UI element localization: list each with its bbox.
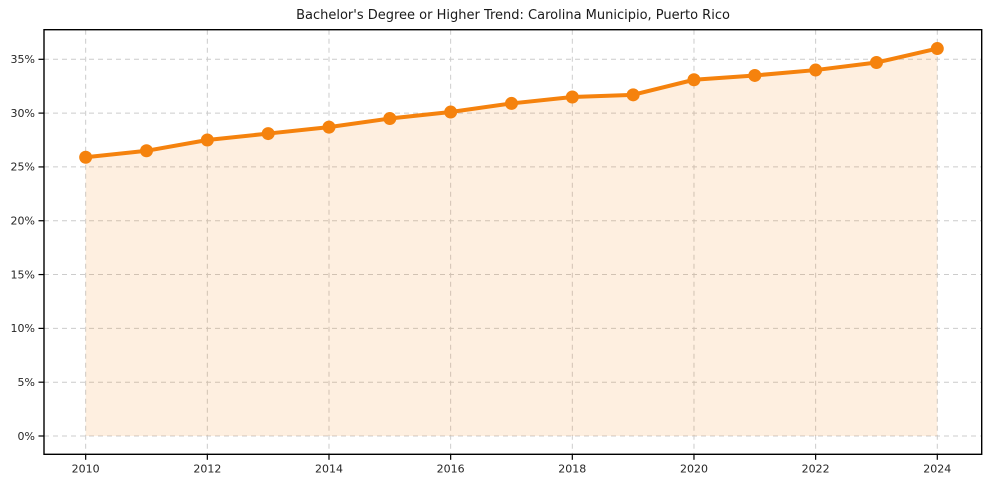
data-point-2011 [139, 144, 153, 158]
chart-title: Bachelor's Degree or Higher Trend: Carol… [296, 8, 730, 23]
x-axis-tick-label: 2012 [193, 462, 221, 475]
x-axis-tick-label: 2018 [558, 462, 586, 475]
data-point-2024 [930, 42, 944, 56]
data-point-2014 [322, 120, 336, 134]
y-axis-tick-label: 15% [11, 268, 35, 281]
trend-area-fill [85, 48, 938, 437]
x-axis-tick-label: 2024 [923, 462, 951, 475]
data-point-2016 [444, 105, 458, 119]
y-axis-tick-label: 30% [11, 107, 35, 120]
plot-border [43, 29, 983, 456]
y-axis-tick-label: 5% [18, 376, 35, 389]
y-axis-tick-label: 20% [11, 215, 35, 228]
x-axis-tick-label: 2016 [437, 462, 465, 475]
data-point-2013 [261, 127, 275, 141]
data-point-2022 [809, 63, 823, 77]
y-axis-tick-label: 35% [11, 53, 35, 66]
x-axis-tick-label: 2022 [802, 462, 830, 475]
data-point-2010 [79, 150, 93, 164]
y-axis-tick-label: 25% [11, 161, 35, 174]
x-axis-tick-label: 2010 [72, 462, 100, 475]
data-point-2018 [565, 90, 579, 104]
data-point-2017 [504, 96, 518, 110]
data-point-2015 [383, 111, 397, 125]
y-axis-tick-label: 10% [11, 322, 35, 335]
data-point-2021 [748, 68, 762, 82]
data-point-2020 [687, 73, 701, 87]
y-axis-tick-label: 0% [18, 430, 35, 443]
x-axis-tick-label: 2020 [680, 462, 708, 475]
data-point-2019 [626, 88, 640, 102]
data-point-2012 [200, 133, 214, 147]
data-point-2023 [869, 56, 883, 70]
x-axis-tick-label: 2014 [315, 462, 343, 475]
